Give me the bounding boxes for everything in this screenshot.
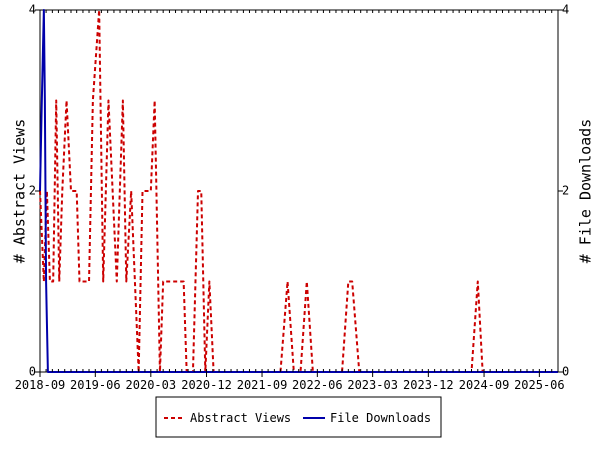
legend-label-file-downloads: File Downloads (330, 411, 431, 425)
right-y-tick-label: 4 (562, 3, 569, 17)
right-axis-label: # File Downloads (577, 119, 595, 264)
x-tick-label: 2020-03 (126, 378, 177, 392)
x-tick-label: 2018-09 (15, 378, 66, 392)
x-tick-label: 2023-03 (347, 378, 398, 392)
x-tick-label: 2024-09 (459, 378, 510, 392)
series-line-file-downloads (39, 9, 558, 373)
x-tick-label: 2020-12 (181, 378, 232, 392)
x-tick-label: 2025-06 (514, 378, 565, 392)
left-axis-label: # Abstract Views (11, 119, 29, 264)
x-tick-label: 2022-06 (292, 378, 343, 392)
left-y-tick-label: 4 (29, 3, 36, 17)
right-y-tick-label: 2 (562, 184, 569, 198)
right-y-tick-label: 0 (562, 365, 569, 379)
x-tick-label: 2023-12 (403, 378, 454, 392)
left-y-tick-label: 2 (29, 184, 36, 198)
left-y-tick-label: 0 (29, 365, 36, 379)
legend-label-abstract-views: Abstract Views (190, 411, 291, 425)
x-tick-label: 2019-06 (70, 378, 121, 392)
x-tick-label: 2021-09 (237, 378, 288, 392)
legend-box (155, 396, 442, 438)
legend: Abstract Views File Downloads (155, 396, 442, 438)
series-line-abstract-views (39, 9, 558, 373)
